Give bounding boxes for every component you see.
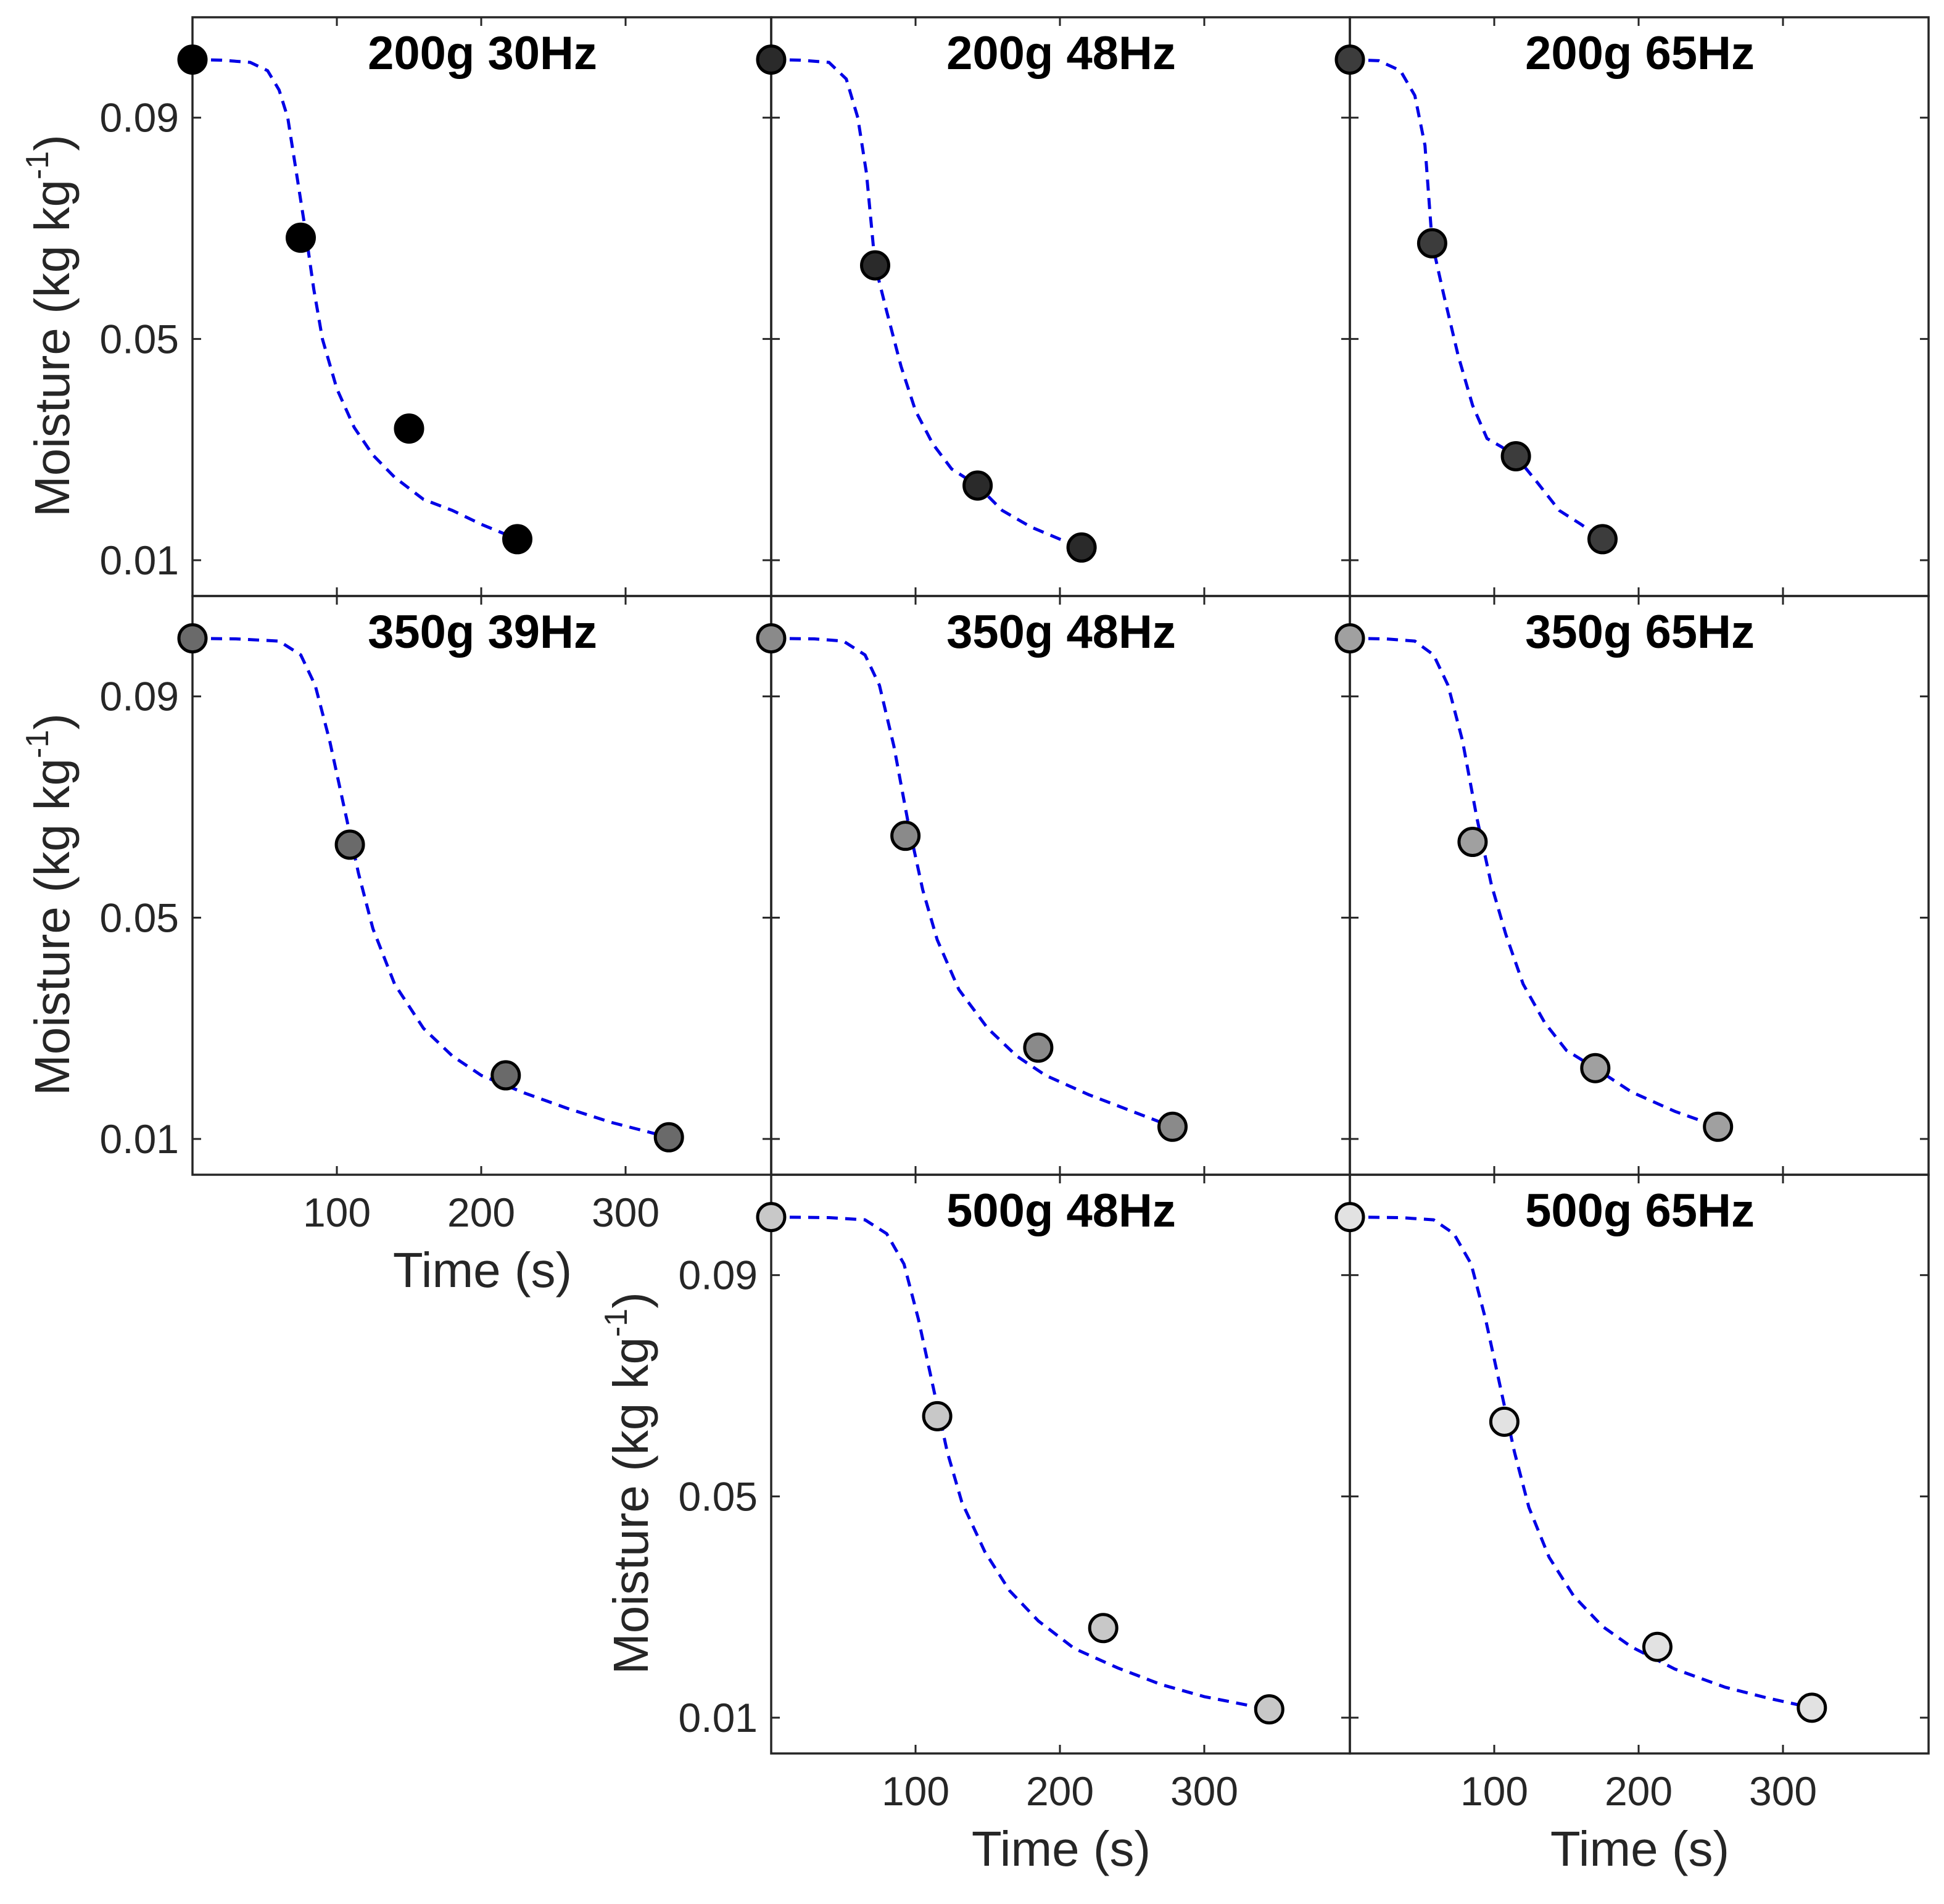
- y-axis-title-close: ): [603, 1292, 658, 1309]
- fit-curve: [771, 58, 1082, 549]
- panel-350g-65hz: 350g 65Hz: [1334, 595, 1930, 1176]
- panel-title: 500g 65Hz: [1525, 1185, 1755, 1237]
- x-tick-label: 100: [882, 1768, 949, 1814]
- y-axis-title-base: Moisture (kg kg: [603, 1337, 658, 1674]
- panel-200g-30hz: 200g 30Hz 0.01 0.05 0.09 Moisture (kg kg-1): [20, 16, 772, 597]
- y-axis-title-close: ): [25, 135, 80, 151]
- data-point: [1334, 623, 1365, 654]
- data-point: [1254, 1694, 1284, 1725]
- panel-frame: [191, 595, 772, 1176]
- x-tick-label: 200: [1026, 1768, 1094, 1814]
- data-point: [1334, 1202, 1365, 1233]
- x-tick-label: 100: [303, 1190, 371, 1235]
- y-tick-label: 0.05: [100, 895, 179, 940]
- panel-frame: [770, 595, 1351, 1176]
- fit-curve: [1349, 1215, 1813, 1710]
- y-tick-label: 0.01: [679, 1695, 758, 1741]
- y-axis-title-base: Moisture (kg kg: [25, 758, 80, 1096]
- y-axis-title: Moisture (kg kg-1): [20, 135, 80, 517]
- panel-500g-48hz: 500g 48Hz 0.01 0.05 0.09 Moisture (kg kg-1) 1…: [598, 1173, 1351, 1876]
- y-tick-label: 0.01: [100, 537, 179, 583]
- data-point: [859, 250, 890, 281]
- x-axis-title: Time (s): [972, 1821, 1151, 1876]
- data-point: [756, 1202, 787, 1233]
- y-tick-label: 0.05: [100, 316, 179, 362]
- data-point: [177, 44, 208, 75]
- data-point: [490, 1060, 521, 1091]
- x-tick-label: 300: [1170, 1768, 1238, 1814]
- fit-curve: [192, 637, 669, 1139]
- fit-curve: [771, 1215, 1270, 1712]
- data-point: [1088, 1613, 1119, 1644]
- y-tick-label: 0.01: [100, 1116, 179, 1162]
- panel-frame: [1349, 595, 1930, 1176]
- data-point: [334, 829, 365, 860]
- data-point: [1642, 1631, 1673, 1662]
- panel-title: 350g 48Hz: [946, 606, 1176, 658]
- data-point: [1023, 1032, 1054, 1063]
- data-point: [286, 222, 316, 253]
- fit-curve: [1349, 58, 1603, 540]
- data-point: [177, 623, 208, 654]
- data-point: [1797, 1692, 1827, 1723]
- data-point: [890, 821, 921, 851]
- y-tick-label: 0.05: [679, 1473, 758, 1519]
- data-point: [1066, 532, 1097, 563]
- panel-350g-39hz: 350g 39Hz 0.01 0.05 0.09 Moisture (kg kg-1) 1…: [20, 595, 772, 1298]
- panel-frame: [191, 16, 772, 597]
- panel-200g-65hz: 200g 65Hz: [1334, 16, 1930, 597]
- y-tick-label: 0.09: [100, 674, 179, 719]
- panel-title: 200g 65Hz: [1525, 27, 1755, 80]
- data-point: [756, 623, 787, 654]
- data-point: [1703, 1111, 1734, 1142]
- data-point: [1457, 827, 1488, 858]
- data-point: [1157, 1111, 1188, 1142]
- data-point: [1587, 524, 1618, 555]
- y-tick-label: 0.09: [679, 1252, 758, 1298]
- y-axis-title-superscript: -1: [20, 151, 56, 180]
- data-point: [1417, 228, 1447, 259]
- panel-350g-48hz: 350g 48Hz: [756, 595, 1351, 1176]
- y-axis-title: Moisture (kg kg-1): [20, 713, 80, 1096]
- data-point: [756, 44, 787, 75]
- fit-curve: [192, 58, 518, 541]
- x-tick-label: 100: [1460, 1768, 1528, 1814]
- x-axis-title: Time (s): [1550, 1821, 1729, 1876]
- x-tick-label: 200: [447, 1190, 515, 1235]
- panel-frame: [1349, 1173, 1930, 1755]
- y-axis-title: Moisture (kg kg-1): [598, 1292, 658, 1674]
- panel-200g-48hz: 200g 48Hz: [756, 16, 1351, 597]
- x-tick-label: 200: [1605, 1768, 1673, 1814]
- data-point: [502, 524, 532, 555]
- data-point: [962, 470, 993, 501]
- data-point: [1334, 44, 1365, 75]
- panel-title: 350g 65Hz: [1525, 606, 1755, 658]
- data-point: [1500, 441, 1531, 471]
- y-axis-title-superscript: -1: [20, 730, 56, 758]
- panel-title: 200g 48Hz: [946, 27, 1176, 80]
- panel-frame: [770, 16, 1351, 597]
- data-point: [922, 1401, 953, 1431]
- data-point: [394, 413, 424, 444]
- fit-curve: [1349, 637, 1719, 1128]
- y-axis-title-base: Moisture (kg kg: [25, 180, 80, 517]
- x-tick-label: 300: [1749, 1768, 1817, 1814]
- data-point: [653, 1122, 684, 1153]
- panel-title: 500g 48Hz: [946, 1185, 1176, 1237]
- panel-500g-65hz: 500g 65Hz 100 200 300 Time (s): [1334, 1173, 1930, 1876]
- y-tick-label: 0.09: [100, 95, 179, 141]
- data-point: [1489, 1406, 1520, 1437]
- fit-curve: [771, 637, 1173, 1128]
- panel-frame: [1349, 16, 1930, 597]
- y-axis-title-superscript: -1: [598, 1309, 634, 1337]
- panel-frame: [770, 1173, 1351, 1755]
- x-axis-title: Time (s): [393, 1243, 572, 1298]
- y-axis-title-close: ): [25, 713, 80, 730]
- panel-title: 350g 39Hz: [368, 606, 597, 658]
- panel-title: 200g 30Hz: [368, 27, 597, 80]
- x-tick-label: 300: [592, 1190, 660, 1235]
- data-point: [1580, 1053, 1611, 1083]
